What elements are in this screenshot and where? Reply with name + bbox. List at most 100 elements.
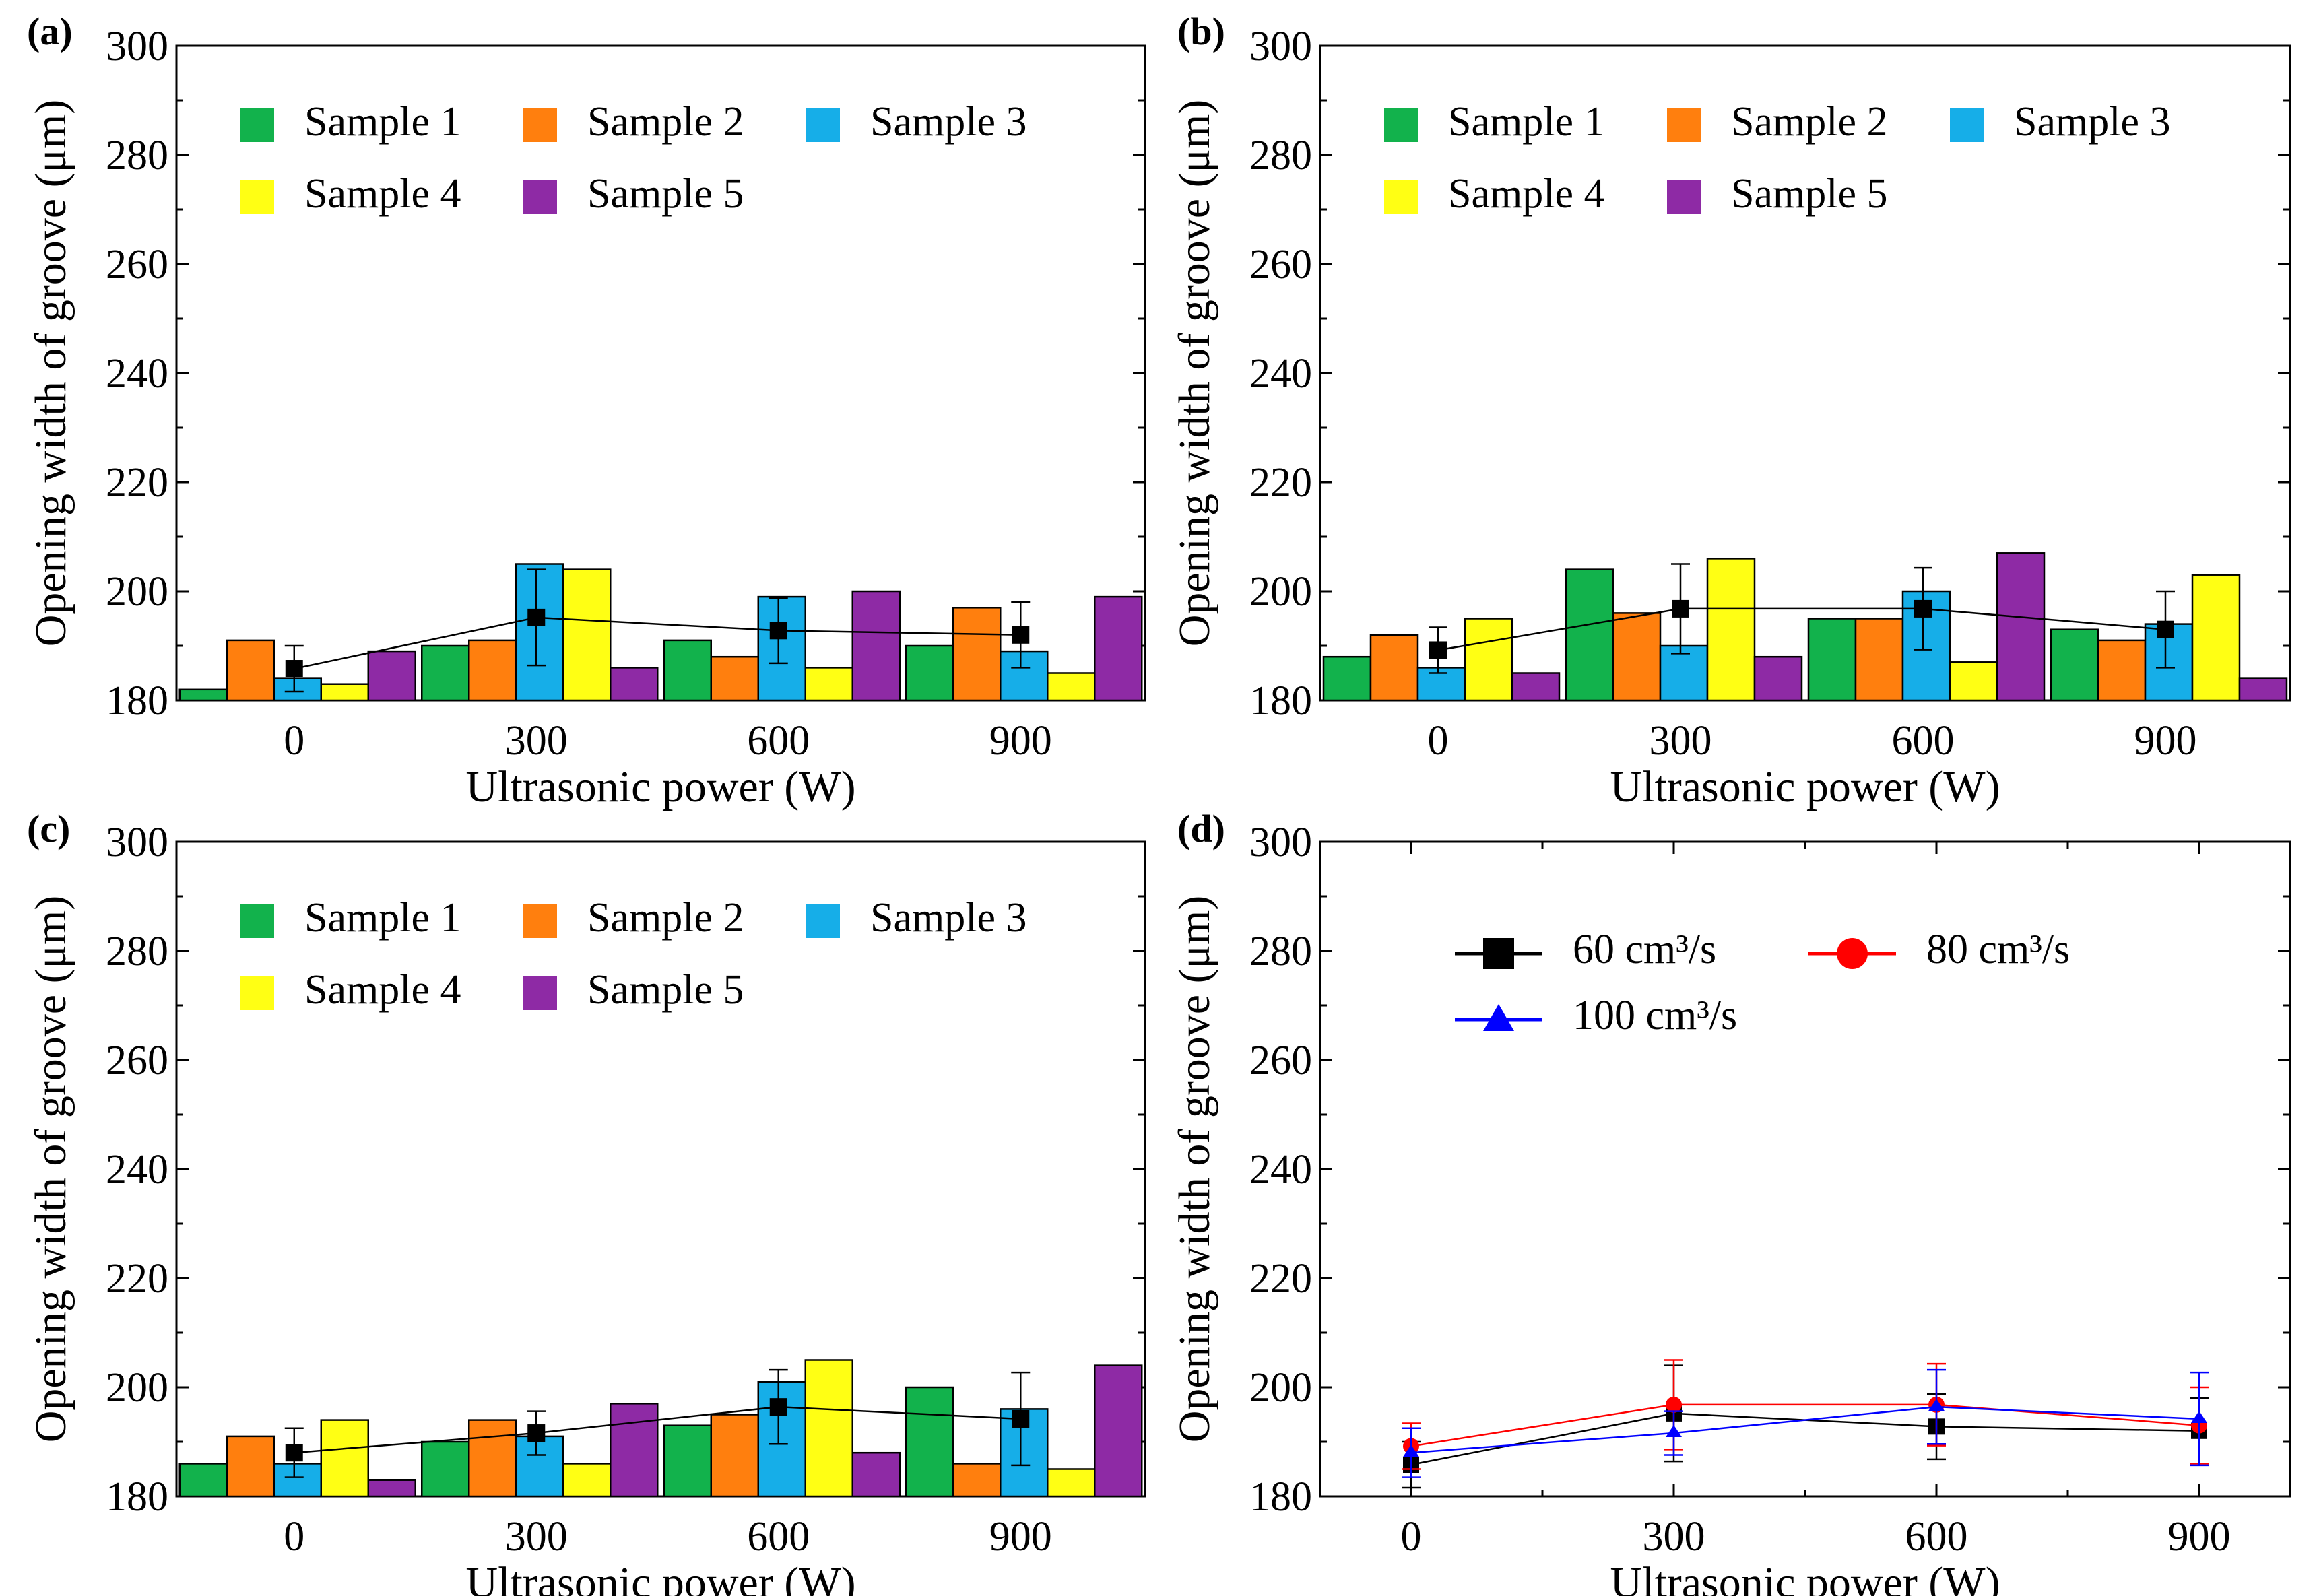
y-axis-label: Opening width of groove (μm) xyxy=(1170,896,1219,1443)
series-line xyxy=(1410,1403,2200,1447)
series-line xyxy=(1410,1412,2200,1466)
x-tick-label: 300 xyxy=(1650,718,1712,764)
x-axis-label: Ultrasonic power (W) xyxy=(1610,1558,2000,1596)
legend-label: 60 cm³/s xyxy=(1573,927,1716,972)
bar xyxy=(804,1359,853,1498)
bar xyxy=(468,1419,517,1498)
y-tick-label: 300 xyxy=(106,24,168,69)
bar-chart-panel: 180 200 220 240 260 280 300 Opening width of gr… xyxy=(26,9,1146,811)
legend-label: Sample 1 xyxy=(1448,99,1604,145)
bar-chart-panel: 180 200 220 240 260 280 300 Opening width of gr… xyxy=(26,807,1146,1596)
bar xyxy=(226,1435,275,1498)
y-tick-label: 180 xyxy=(106,678,168,724)
legend-swatch xyxy=(240,108,274,142)
legend-swatch xyxy=(806,108,840,142)
y-tick-label: 240 xyxy=(1249,1147,1312,1193)
mean-marker xyxy=(1914,599,1932,618)
bar xyxy=(562,1463,612,1498)
mean-marker xyxy=(769,1398,787,1416)
y-tick-label: 240 xyxy=(106,351,168,397)
legend-label: Sample 3 xyxy=(870,895,1026,941)
y-tick-label: 220 xyxy=(1249,460,1312,506)
legend-label: Sample 2 xyxy=(1731,99,1887,145)
x-tick-label: 600 xyxy=(1905,1514,1968,1560)
bar xyxy=(952,1463,1002,1498)
bar xyxy=(367,650,416,702)
bar xyxy=(804,667,853,702)
bar xyxy=(2238,677,2288,702)
y-axis-label: Opening width of groove (μm) xyxy=(26,100,75,647)
x-tick-label: 600 xyxy=(1892,718,1955,764)
legend-swatch xyxy=(523,904,557,938)
legend-swatch xyxy=(523,180,557,214)
legend-label: Sample 5 xyxy=(1731,171,1887,217)
marker-triangle xyxy=(1483,1004,1514,1031)
x-tick-label: 900 xyxy=(989,1514,1052,1560)
legend-label: Sample 3 xyxy=(2014,99,2170,145)
x-axis-label: Ultrasonic power (W) xyxy=(465,762,855,811)
bar xyxy=(226,639,275,702)
bar xyxy=(1753,655,1803,702)
legend-label: Sample 2 xyxy=(587,99,744,145)
bar xyxy=(757,595,806,702)
y-tick-label: 200 xyxy=(1249,1365,1312,1411)
panel-label: (b) xyxy=(1177,9,1225,53)
bar xyxy=(1511,672,1561,702)
y-tick-label: 280 xyxy=(1249,133,1312,178)
x-tick-label: 0 xyxy=(284,1514,304,1560)
x-tick-label: 300 xyxy=(1643,1514,1705,1560)
y-axis-label: Opening width of groove (μm) xyxy=(26,896,75,1443)
mean-marker xyxy=(285,1444,303,1462)
y-tick-label: 280 xyxy=(1249,929,1312,974)
legend-label: 100 cm³/s xyxy=(1573,993,1737,1038)
x-axis-label: Ultrasonic power (W) xyxy=(1610,762,2000,811)
legend-swatch xyxy=(240,180,274,214)
bar xyxy=(178,1463,228,1498)
marker-triangle xyxy=(1928,1399,1945,1411)
plot-frame xyxy=(1319,840,2291,1498)
bar xyxy=(1369,634,1419,702)
legend-swatch xyxy=(1384,108,1418,142)
bar xyxy=(663,639,712,702)
y-tick-label: 220 xyxy=(1249,1256,1312,1302)
bar xyxy=(905,1386,954,1498)
y-tick-label: 180 xyxy=(1249,678,1312,724)
y-tick-label: 200 xyxy=(106,569,168,615)
marker-triangle xyxy=(1666,1425,1682,1438)
legend-swatch xyxy=(240,976,274,1010)
x-tick-label: 600 xyxy=(747,1514,810,1560)
mean-line xyxy=(294,616,1021,670)
panel-label: (c) xyxy=(27,807,70,851)
legend-swatch xyxy=(1667,180,1701,214)
bar xyxy=(273,1463,322,1498)
mean-line xyxy=(294,1405,1021,1454)
legend-swatch xyxy=(523,976,557,1010)
bar xyxy=(468,639,517,702)
legend-label: 80 cm³/s xyxy=(1926,927,2070,972)
bar xyxy=(851,590,901,702)
mean-marker xyxy=(527,1424,546,1442)
y-tick-label: 200 xyxy=(1249,569,1312,615)
mean-line xyxy=(1437,607,2166,651)
mean-marker xyxy=(1672,599,1689,618)
legend-label: Sample 5 xyxy=(587,967,744,1013)
bar xyxy=(515,1435,564,1498)
legend-swatch xyxy=(1667,108,1701,142)
legend-label: Sample 1 xyxy=(304,895,461,941)
x-tick-label: 600 xyxy=(747,718,810,764)
marker-triangle xyxy=(1403,1444,1419,1457)
bar xyxy=(905,644,954,702)
y-tick-label: 240 xyxy=(106,1147,168,1193)
legend-label: Sample 2 xyxy=(587,895,744,941)
bar xyxy=(2191,574,2241,702)
bar xyxy=(1659,644,1709,702)
bar xyxy=(562,568,612,702)
mean-marker xyxy=(527,608,546,626)
y-tick-label: 180 xyxy=(106,1474,168,1520)
bar xyxy=(952,607,1002,702)
mean-marker xyxy=(1012,1409,1030,1428)
y-tick-label: 240 xyxy=(1249,351,1312,397)
y-tick-label: 300 xyxy=(1249,820,1312,865)
y-tick-label: 260 xyxy=(106,1038,168,1084)
